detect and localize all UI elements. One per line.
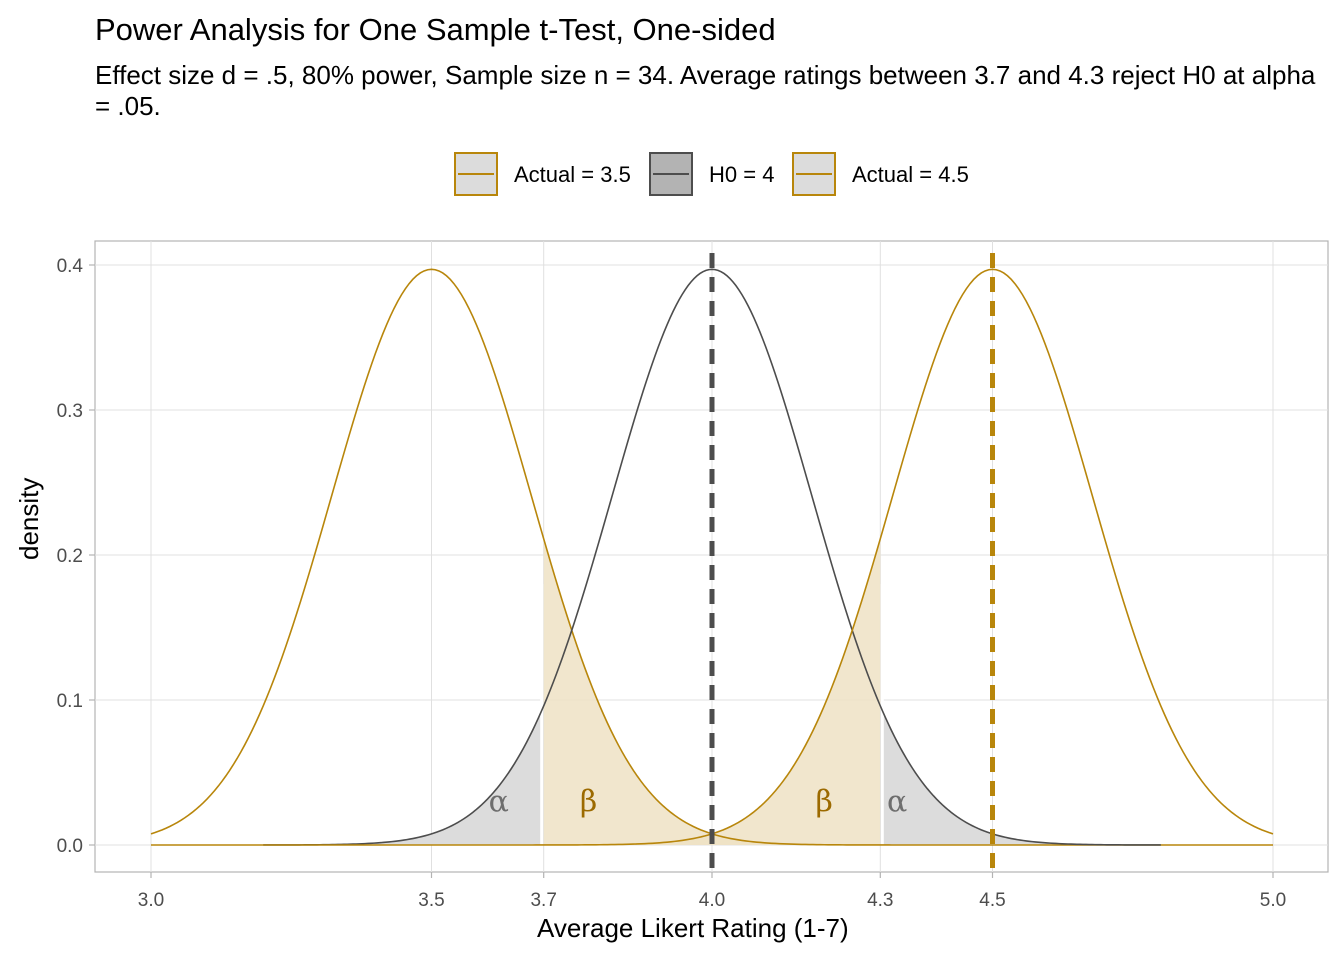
chart-subtitle: Effect size d = .5, 80% power, Sample si…: [95, 60, 1316, 121]
legend-label-actual-4-5: Actual = 4.5: [852, 162, 969, 187]
x-tick-label-4.3: 4.3: [867, 890, 893, 911]
x-tick-label-3.5: 3.5: [418, 890, 444, 911]
y-axis-title: density: [14, 477, 44, 560]
y-tick-label-0.1: 0.1: [57, 691, 83, 712]
x-tick-label-4.0: 4.0: [699, 890, 725, 911]
beta-label-2: β: [816, 785, 833, 820]
density-curve-h0-4: [263, 268, 1161, 846]
legend-label-actual-3-5: Actual = 3.5: [514, 162, 631, 187]
legend-key-actual-4-5: [792, 152, 836, 196]
x-tick-label-3.7: 3.7: [530, 890, 556, 911]
legend-label-h0-4: H0 = 4: [709, 162, 775, 187]
legend-key-h0-4: [649, 152, 693, 196]
y-tick-label-0.0: 0.0: [57, 836, 83, 857]
x-tick-label-5.0: 5.0: [1260, 890, 1286, 911]
alpha-region-0: [263, 705, 544, 845]
beta-label-1: β: [580, 785, 597, 820]
alpha-label-0: α: [489, 785, 509, 820]
x-axis-title: Average Likert Rating (1-7): [537, 913, 849, 943]
beta-region-2: [151, 538, 881, 845]
alpha-region-3: [880, 705, 1161, 845]
legend-key-actual-3-5: [454, 152, 498, 196]
y-tick-label-0.3: 0.3: [57, 401, 83, 422]
chart-title: Power Analysis for One Sample t-Test, On…: [95, 12, 776, 47]
alpha-label-3: α: [887, 785, 907, 820]
x-tick-label-3.0: 3.0: [138, 890, 164, 911]
beta-region-1: [543, 538, 1273, 845]
y-tick-label-0.2: 0.2: [57, 546, 83, 567]
y-tick-label-0.4: 0.4: [57, 256, 84, 277]
x-tick-label-4.5: 4.5: [979, 890, 1005, 911]
